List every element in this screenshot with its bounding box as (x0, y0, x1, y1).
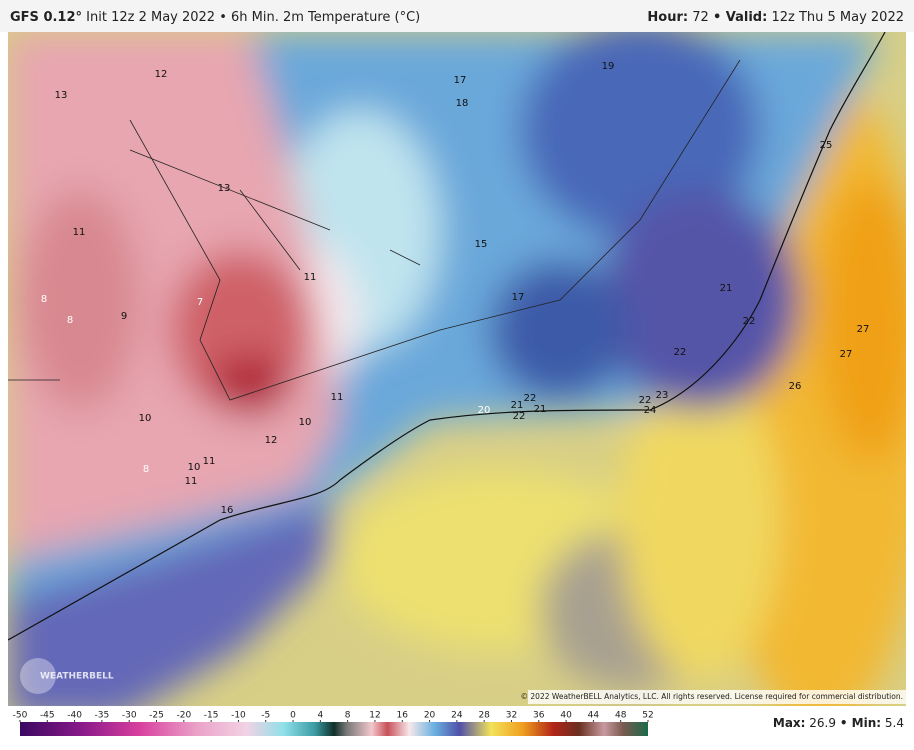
logo-mark (20, 658, 56, 694)
copyright: © 2022 WeatherBELL Analytics, LLC. All r… (521, 692, 903, 701)
hour-key: Hour: (647, 10, 688, 25)
map-label: 20 (478, 405, 491, 416)
map-label: 8 (41, 294, 47, 305)
map-label: 22 (513, 411, 526, 422)
description: Init 12z 2 May 2022 • 6h Min. 2m Tempera… (86, 10, 420, 25)
colorbar-tick-label: -40 (67, 711, 82, 721)
min-key: • Min: (840, 716, 881, 730)
map-label: 22 (524, 393, 537, 404)
colorbar-tick-label: -25 (149, 711, 164, 721)
map-label: 13 (218, 183, 231, 194)
header-left: GFS 0.12° Init 12z 2 May 2022 • 6h Min. … (10, 10, 420, 25)
max: 26.9 (809, 716, 836, 730)
map-label: 13 (55, 90, 68, 101)
colorbar-tick-label: -50 (13, 711, 28, 721)
map-label: 21 (511, 400, 524, 411)
map-label: 17 (454, 75, 467, 86)
colorbar-tick-label: 24 (451, 711, 463, 721)
colorbar-tick-label: 16 (397, 711, 409, 721)
map-label: 21 (720, 283, 733, 294)
colorbar-tick-label: -45 (40, 711, 55, 721)
colorbar-tick-label: 44 (588, 711, 600, 721)
colorbar-tick-label: 52 (642, 711, 653, 721)
colorbar-tick-label: 0 (290, 711, 296, 721)
colorbar-tick-label: 48 (615, 711, 627, 721)
map-label: 27 (857, 324, 870, 335)
map-label: 10 (139, 413, 152, 424)
map-label: 24 (644, 405, 657, 416)
colorbar-tick-label: 32 (506, 711, 517, 721)
valid-key: • Valid: (713, 10, 767, 25)
copyright-bg (528, 690, 906, 704)
colorbar-tick-label: 20 (424, 711, 436, 721)
temperature-field: WEATHERBELL © 2022 WeatherBELL Analytics… (8, 32, 906, 706)
coastline (8, 32, 886, 641)
map-label: 19 (602, 61, 615, 72)
map-label: 8 (143, 464, 149, 475)
map-label: 16 (221, 505, 234, 516)
colorbar-ticks: -50 -45 -40 -35 -30 -25 -20 -15 -10 -5 0 4 8 12 16 20 24… (13, 711, 654, 722)
map-label: 27 (840, 349, 853, 360)
colorbar-tick-label: -35 (95, 711, 110, 721)
map-label: 15 (475, 239, 488, 250)
map-label: 12 (155, 69, 168, 80)
max-key: Max: (773, 716, 806, 730)
min: 5.4 (885, 716, 904, 730)
map-label: 25 (820, 140, 833, 151)
map-label: 22 (674, 347, 687, 358)
map-label: 22 (639, 395, 652, 406)
map-label: 9 (121, 311, 127, 322)
map-label: 17 (512, 292, 525, 303)
map-label: 18 (456, 98, 469, 109)
colorbar-tick-label: 36 (533, 711, 545, 721)
footer-stats: Max: 26.9 • Min: 5.4 (773, 716, 904, 730)
valid: 12z Thu 5 May 2022 (771, 10, 904, 25)
borders (8, 59, 741, 401)
colorbar-tick-label: -10 (231, 711, 246, 721)
map-label: 11 (185, 476, 198, 487)
map-label: 10 (188, 462, 201, 473)
map-label: 7 (197, 297, 203, 308)
model: GFS 0.12° (10, 10, 82, 25)
colorbar-tick-label: -20 (176, 711, 191, 721)
colorbar-tick-label: 4 (317, 711, 323, 721)
colorbar-tick-label: -5 (261, 711, 270, 721)
colorbar-tick-label: -15 (204, 711, 219, 721)
map-label: 11 (304, 272, 317, 283)
map-label: 8 (67, 315, 73, 326)
map-label: 22 (743, 316, 756, 327)
header-bar (0, 0, 914, 32)
map-label: 10 (299, 417, 312, 428)
colorbar-tick-label: -30 (122, 711, 137, 721)
map-label: 12 (265, 435, 278, 446)
map-label: 26 (789, 381, 802, 392)
header-right: Hour: 72 • Valid: 12z Thu 5 May 2022 (647, 10, 904, 25)
map-label: 11 (203, 456, 216, 467)
colorbar-tick-label: 12 (369, 711, 380, 721)
colorbar (20, 722, 648, 736)
hour: 72 (692, 10, 709, 25)
map-label: 21 (534, 404, 547, 415)
colorbar-tick-label: 40 (560, 711, 572, 721)
map-label: 11 (331, 392, 344, 403)
map-label: 23 (656, 390, 669, 401)
logo: WEATHERBELL (40, 672, 114, 682)
map-label: 11 (73, 227, 86, 238)
colorbar-tick-label: 28 (478, 711, 490, 721)
colorbar-tick-label: 8 (345, 711, 351, 721)
